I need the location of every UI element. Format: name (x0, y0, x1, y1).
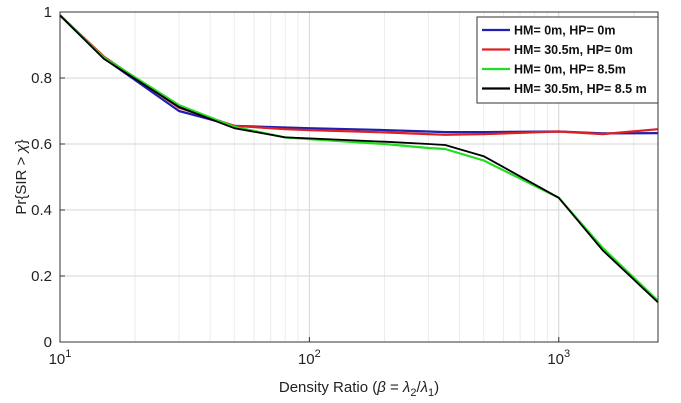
y-tick-label: 0 (44, 334, 52, 351)
y-tick-labels: 0 0.2 0.4 0.6 0.8 1 (31, 4, 65, 351)
x-tick-labels: 101 102 103 (49, 337, 570, 368)
y-tick-label: 0.4 (31, 202, 52, 219)
y-tick-label: 0.2 (31, 268, 52, 285)
y-tick-label: 0.6 (31, 136, 52, 153)
plot-frame (59, 11, 659, 343)
x-tick-label: 103 (547, 348, 570, 368)
x-tick-label: 101 (49, 348, 72, 368)
series-lines (59, 14, 659, 304)
x-tick-label: 102 (298, 348, 321, 368)
legend-label: HM= 30.5m, HP= 8.5 m (514, 82, 647, 96)
series-line-4 (59, 14, 659, 304)
y-tick-label: 0.8 (31, 70, 52, 87)
x-axis-label: Density Ratio (β = λ2/λ1) (279, 379, 439, 399)
legend-label: HM= 0m, HP= 0m (514, 24, 615, 38)
y-axis-label: Pr{SIR > χ} (13, 139, 30, 214)
legend: HM= 0m, HP= 0m HM= 30.5m, HP= 0m HM= 0m, H… (476, 16, 659, 104)
legend-label: HM= 30.5m, HP= 0m (514, 43, 633, 57)
y-tick-label: 1 (44, 4, 52, 21)
legend-label: HM= 0m, HP= 8.5m (514, 63, 626, 77)
